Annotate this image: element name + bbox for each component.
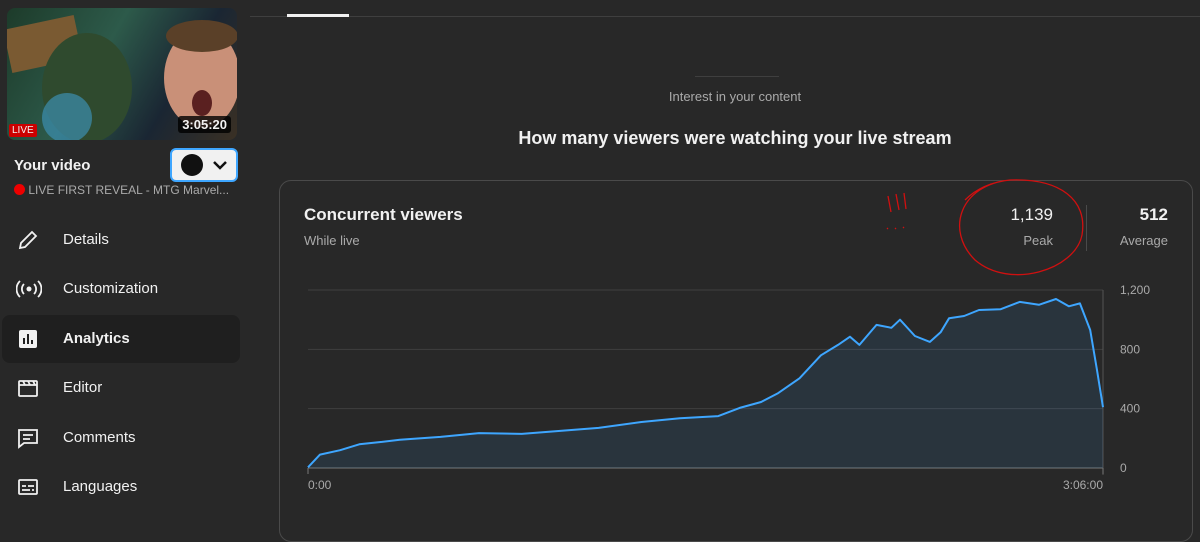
live-badge: LIVE	[9, 124, 37, 137]
nav-icon	[18, 380, 38, 397]
sidebar: LIVE 3:05:20 Your video LIVE FIRST REVEA…	[0, 0, 250, 511]
thumbnail-art	[7, 14, 237, 140]
nav-icon	[18, 479, 38, 495]
nav-label: Comments	[63, 429, 136, 446]
card-subtitle: While live	[304, 233, 360, 248]
thumbnail[interactable]: LIVE 3:05:20	[7, 8, 237, 140]
nav-item[interactable]: Analytics	[2, 315, 240, 363]
video-heading: Your video	[14, 157, 91, 174]
nav-label: Languages	[63, 478, 138, 495]
nav-icon	[19, 330, 37, 348]
channel-button[interactable]	[170, 148, 238, 182]
tab-divider	[250, 16, 1200, 17]
y-tick-label: 800	[1120, 342, 1140, 356]
stat-label: Peak	[1023, 233, 1053, 248]
series-line	[307, 298, 1104, 468]
stat-value: 1,139	[1010, 205, 1053, 224]
tab-indicator	[287, 14, 349, 17]
y-tick-label: 0	[1120, 461, 1127, 475]
y-tick-label: 1,200	[1120, 283, 1150, 297]
nav-label: Customization	[63, 280, 159, 297]
stat-value: 512	[1139, 205, 1168, 224]
video-name: LIVE FIRST REVEAL - MTG Marvel...	[28, 183, 230, 197]
y-tick-label: 400	[1120, 402, 1140, 416]
x-tick-label: 0:00	[308, 478, 332, 492]
card-title: Concurrent viewers	[304, 205, 463, 224]
nav-label: Editor	[63, 379, 103, 396]
nav-item[interactable]: Comments	[2, 414, 240, 462]
live-dot	[14, 184, 25, 195]
nav-label: Details	[63, 231, 109, 248]
section-title: How many viewers were watching your live…	[518, 128, 952, 148]
x-tick-label: 3:06:00	[1063, 478, 1103, 492]
channel-icon	[181, 154, 227, 176]
area-fill	[308, 299, 1103, 468]
card: Concurrent viewers While live 1,139 Peak…	[279, 180, 1193, 542]
stat-divider	[1086, 205, 1087, 251]
nav-label: Analytics	[63, 330, 130, 347]
nav-item[interactable]: Editor	[2, 364, 240, 412]
video-name-row: LIVE FIRST REVEAL - MTG Marvel...	[14, 183, 244, 197]
nav-item[interactable]: Details	[2, 216, 240, 264]
nav-item[interactable]: Languages	[2, 463, 240, 511]
nav-item[interactable]: Customization	[2, 265, 240, 313]
nav-icon	[18, 230, 38, 250]
nav-icon	[18, 429, 38, 449]
duration: 3:05:20	[178, 116, 231, 133]
section-label: Interest in your content	[668, 89, 802, 104]
stat-label: Average	[1119, 233, 1168, 248]
chart: 0 400 800 1,200 0:00 3:06:00	[307, 179, 1150, 492]
nav-icon	[16, 280, 42, 298]
annotation-scribble	[886, 179, 1084, 276]
section-rule	[695, 76, 779, 77]
